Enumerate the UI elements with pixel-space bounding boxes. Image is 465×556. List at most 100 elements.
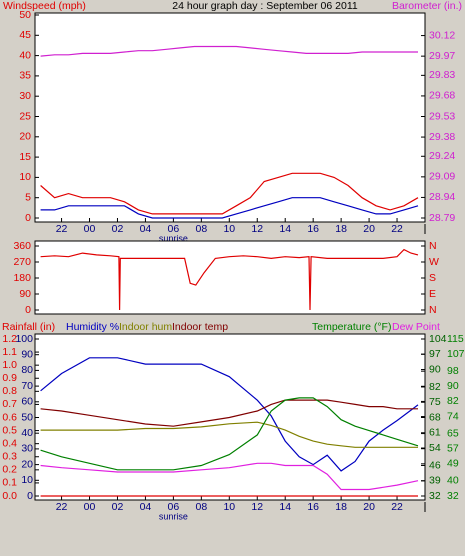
y-tick-label: 61	[429, 427, 441, 439]
series-line	[40, 197, 419, 219]
y-tick-label: 0	[25, 212, 31, 224]
x-tick-label: 06	[168, 501, 180, 513]
y-tick-label: 1.2	[2, 333, 17, 345]
y-tick-label: 60	[21, 396, 33, 408]
series-label: Humidity %	[66, 321, 119, 333]
x-tick-label: 22	[391, 223, 403, 235]
y-tick-label: 15	[19, 151, 31, 163]
y-tick-label: 107	[447, 348, 465, 360]
x-tick-label: 20	[363, 223, 375, 235]
y-tick-label: 0.3	[2, 451, 17, 463]
y-tick-label: 115	[447, 333, 464, 345]
annotation: sunrise	[159, 511, 188, 521]
y-tick-label: 0.1	[2, 477, 17, 489]
y-tick-label: 25	[19, 110, 31, 122]
x-tick-label: 00	[84, 223, 96, 235]
y-tick-label: 54	[429, 442, 441, 454]
series-label: Indoor temp	[172, 321, 228, 333]
series-label: Temperature (°F)	[312, 321, 391, 333]
x-tick-label: 18	[335, 501, 347, 513]
y-tick-label: 82	[447, 395, 459, 407]
y-tick-label: 32	[429, 490, 441, 502]
series-label: Dew Point	[392, 321, 440, 333]
y-tick-label: 5	[25, 191, 31, 203]
y-tick-label: 90	[19, 288, 31, 300]
x-tick-label: 20	[363, 501, 375, 513]
x-tick-label: 16	[307, 223, 319, 235]
y-tick-label: 1.0	[2, 359, 17, 371]
y-tick-label: N	[429, 240, 437, 252]
y-tick-label: 57	[447, 442, 459, 454]
y-tick-label: 0.6	[2, 411, 17, 423]
y-tick-label: 100	[15, 333, 33, 345]
y-tick-label: 35	[19, 70, 31, 82]
y-tick-label: 0	[25, 304, 31, 316]
y-tick-label: 98	[447, 365, 459, 377]
y-tick-label: 40	[447, 475, 459, 487]
chart-title: 24 hour graph day : September 06 2011	[172, 0, 358, 12]
y-tick-label: 29.83	[429, 69, 455, 81]
x-tick-label: 10	[223, 223, 235, 235]
y-tick-label: S	[429, 272, 436, 284]
plot-area	[34, 240, 426, 315]
y-tick-label: 75	[429, 396, 441, 408]
y-tick-label: 50	[21, 411, 33, 423]
x-tick-label: 14	[279, 501, 291, 513]
plot-area	[34, 12, 426, 223]
x-tick-label: 04	[140, 223, 152, 235]
y-tick-label: 10	[19, 171, 31, 183]
y-tick-label: 40	[19, 49, 31, 61]
y-tick-label: 0.9	[2, 372, 17, 384]
y-tick-label: 270	[13, 256, 31, 268]
y-tick-label: 0.5	[2, 424, 17, 436]
y-tick-label: 50	[19, 9, 31, 21]
series-line	[40, 172, 419, 215]
x-tick-label: 12	[251, 501, 263, 513]
y-tick-label: 0.4	[2, 437, 17, 449]
y-tick-label: 180	[13, 272, 31, 284]
x-tick-label: 06	[168, 223, 180, 235]
x-tick-label: 08	[196, 501, 208, 513]
y-tick-label: 80	[21, 364, 33, 376]
y-tick-label: 10	[21, 474, 33, 486]
series-label: Rainfall (in)	[2, 321, 55, 333]
y-tick-label: 32	[447, 490, 459, 502]
x-tick-label: 22	[56, 223, 68, 235]
y-tick-label: 104	[429, 333, 447, 345]
x-tick-label: 12	[251, 223, 263, 235]
series-line	[40, 397, 419, 471]
y-tick-label: 90	[447, 380, 459, 392]
x-tick-label: 18	[335, 223, 347, 235]
y-tick-label: 74	[447, 410, 459, 422]
y-tick-label: E	[429, 288, 436, 300]
x-tick-label: 22	[56, 501, 68, 513]
y-tick-label: 97	[429, 348, 441, 360]
y-tick-label: 0	[27, 490, 33, 502]
y-tick-label: 68	[429, 411, 441, 423]
y-tick-label: 28.79	[429, 212, 455, 224]
series-line	[40, 399, 418, 427]
y-tick-label: 90	[429, 363, 441, 375]
y-tick-label: 0.0	[2, 490, 17, 502]
y-tick-label: N	[429, 304, 437, 316]
y-tick-label: 45	[19, 29, 31, 41]
y-tick-label: 29.09	[429, 171, 455, 183]
y-tick-label: 46	[429, 459, 441, 471]
y-tick-label: 82	[429, 381, 441, 393]
x-tick-label: 14	[279, 223, 291, 235]
annotation: sunrise	[159, 233, 188, 243]
y-tick-label: 30	[19, 90, 31, 102]
y-tick-label: 29.38	[429, 131, 455, 143]
y-tick-label: 39	[429, 475, 441, 487]
y-tick-label: 90	[21, 348, 33, 360]
y-tick-label: W	[429, 256, 439, 268]
y-tick-label: 65	[447, 427, 459, 439]
y-tick-label: 0.7	[2, 398, 17, 410]
series-line	[40, 357, 419, 472]
y-tick-label: 29.24	[429, 150, 455, 162]
y-tick-label: 20	[21, 458, 33, 470]
y-tick-label: 49	[447, 458, 459, 470]
y-tick-label: 29.53	[429, 110, 455, 122]
y-tick-label: 28.94	[429, 191, 455, 203]
